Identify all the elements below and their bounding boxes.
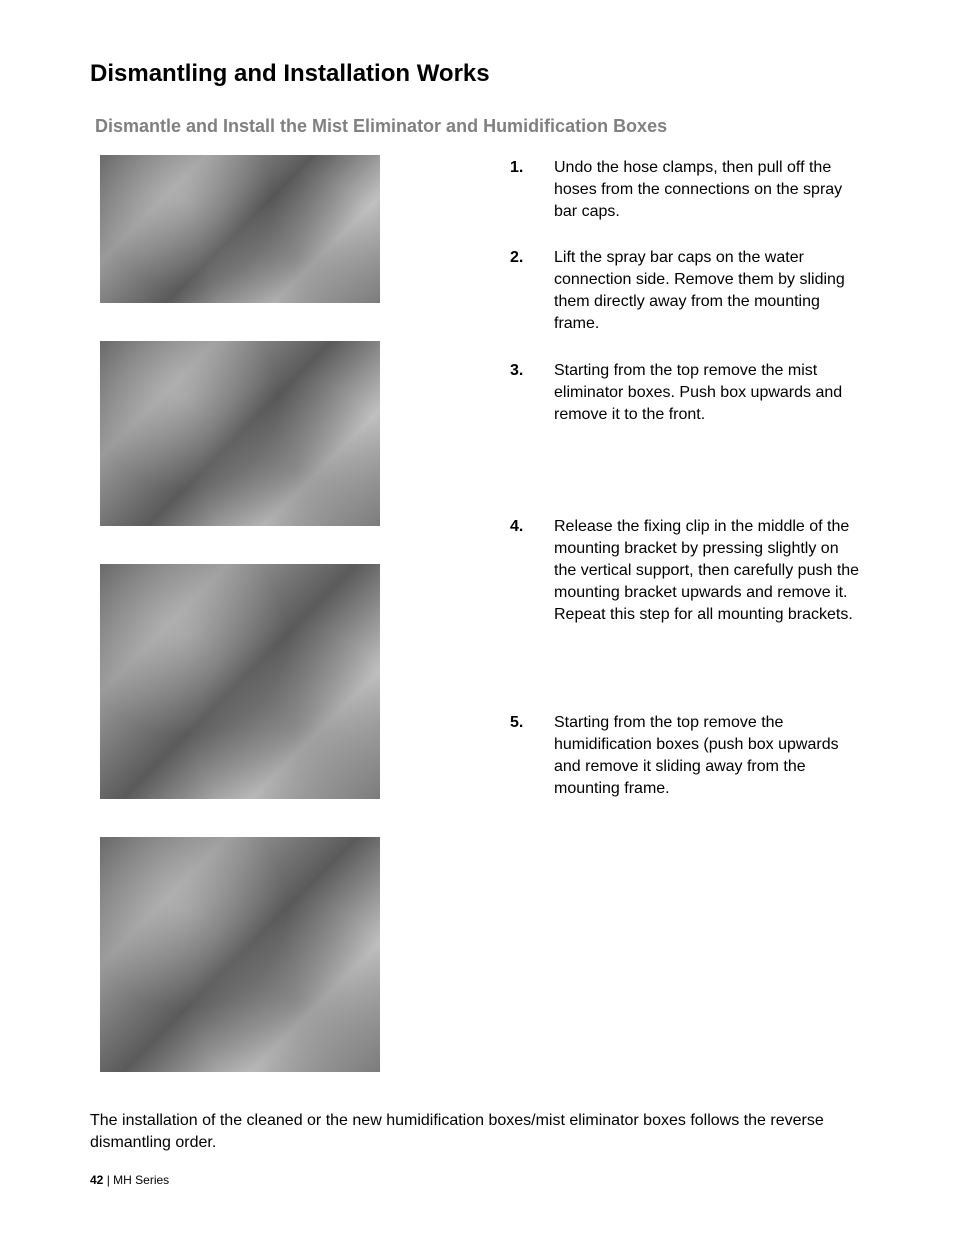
closing-paragraph: The installation of the cleaned or the n…: [90, 1110, 864, 1154]
instruction-image: [100, 155, 380, 303]
step-item: Starting from the top remove the humidif…: [510, 712, 864, 800]
step-item: Lift the spray bar caps on the water con…: [510, 247, 864, 335]
page-number: 42: [90, 1173, 103, 1187]
images-column: [90, 155, 380, 1072]
page-heading: Dismantling and Installation Works: [90, 60, 864, 88]
instruction-image: [100, 837, 380, 1072]
steps-list: Undo the hose clamps, then pull off the …: [510, 157, 864, 800]
instruction-image: [100, 564, 380, 799]
steps-column: Undo the hose clamps, then pull off the …: [510, 155, 864, 800]
series-label: MH Series: [113, 1173, 169, 1187]
step-item: Release the fixing clip in the middle of…: [510, 516, 864, 626]
instruction-image: [100, 341, 380, 526]
content-row: Undo the hose clamps, then pull off the …: [90, 155, 864, 1072]
section-subheading: Dismantle and Install the Mist Eliminato…: [90, 116, 864, 137]
step-item: Starting from the top remove the mist el…: [510, 360, 864, 426]
page-footer: 42 | MH Series: [90, 1173, 169, 1187]
footer-separator: |: [103, 1173, 113, 1187]
step-item: Undo the hose clamps, then pull off the …: [510, 157, 864, 223]
